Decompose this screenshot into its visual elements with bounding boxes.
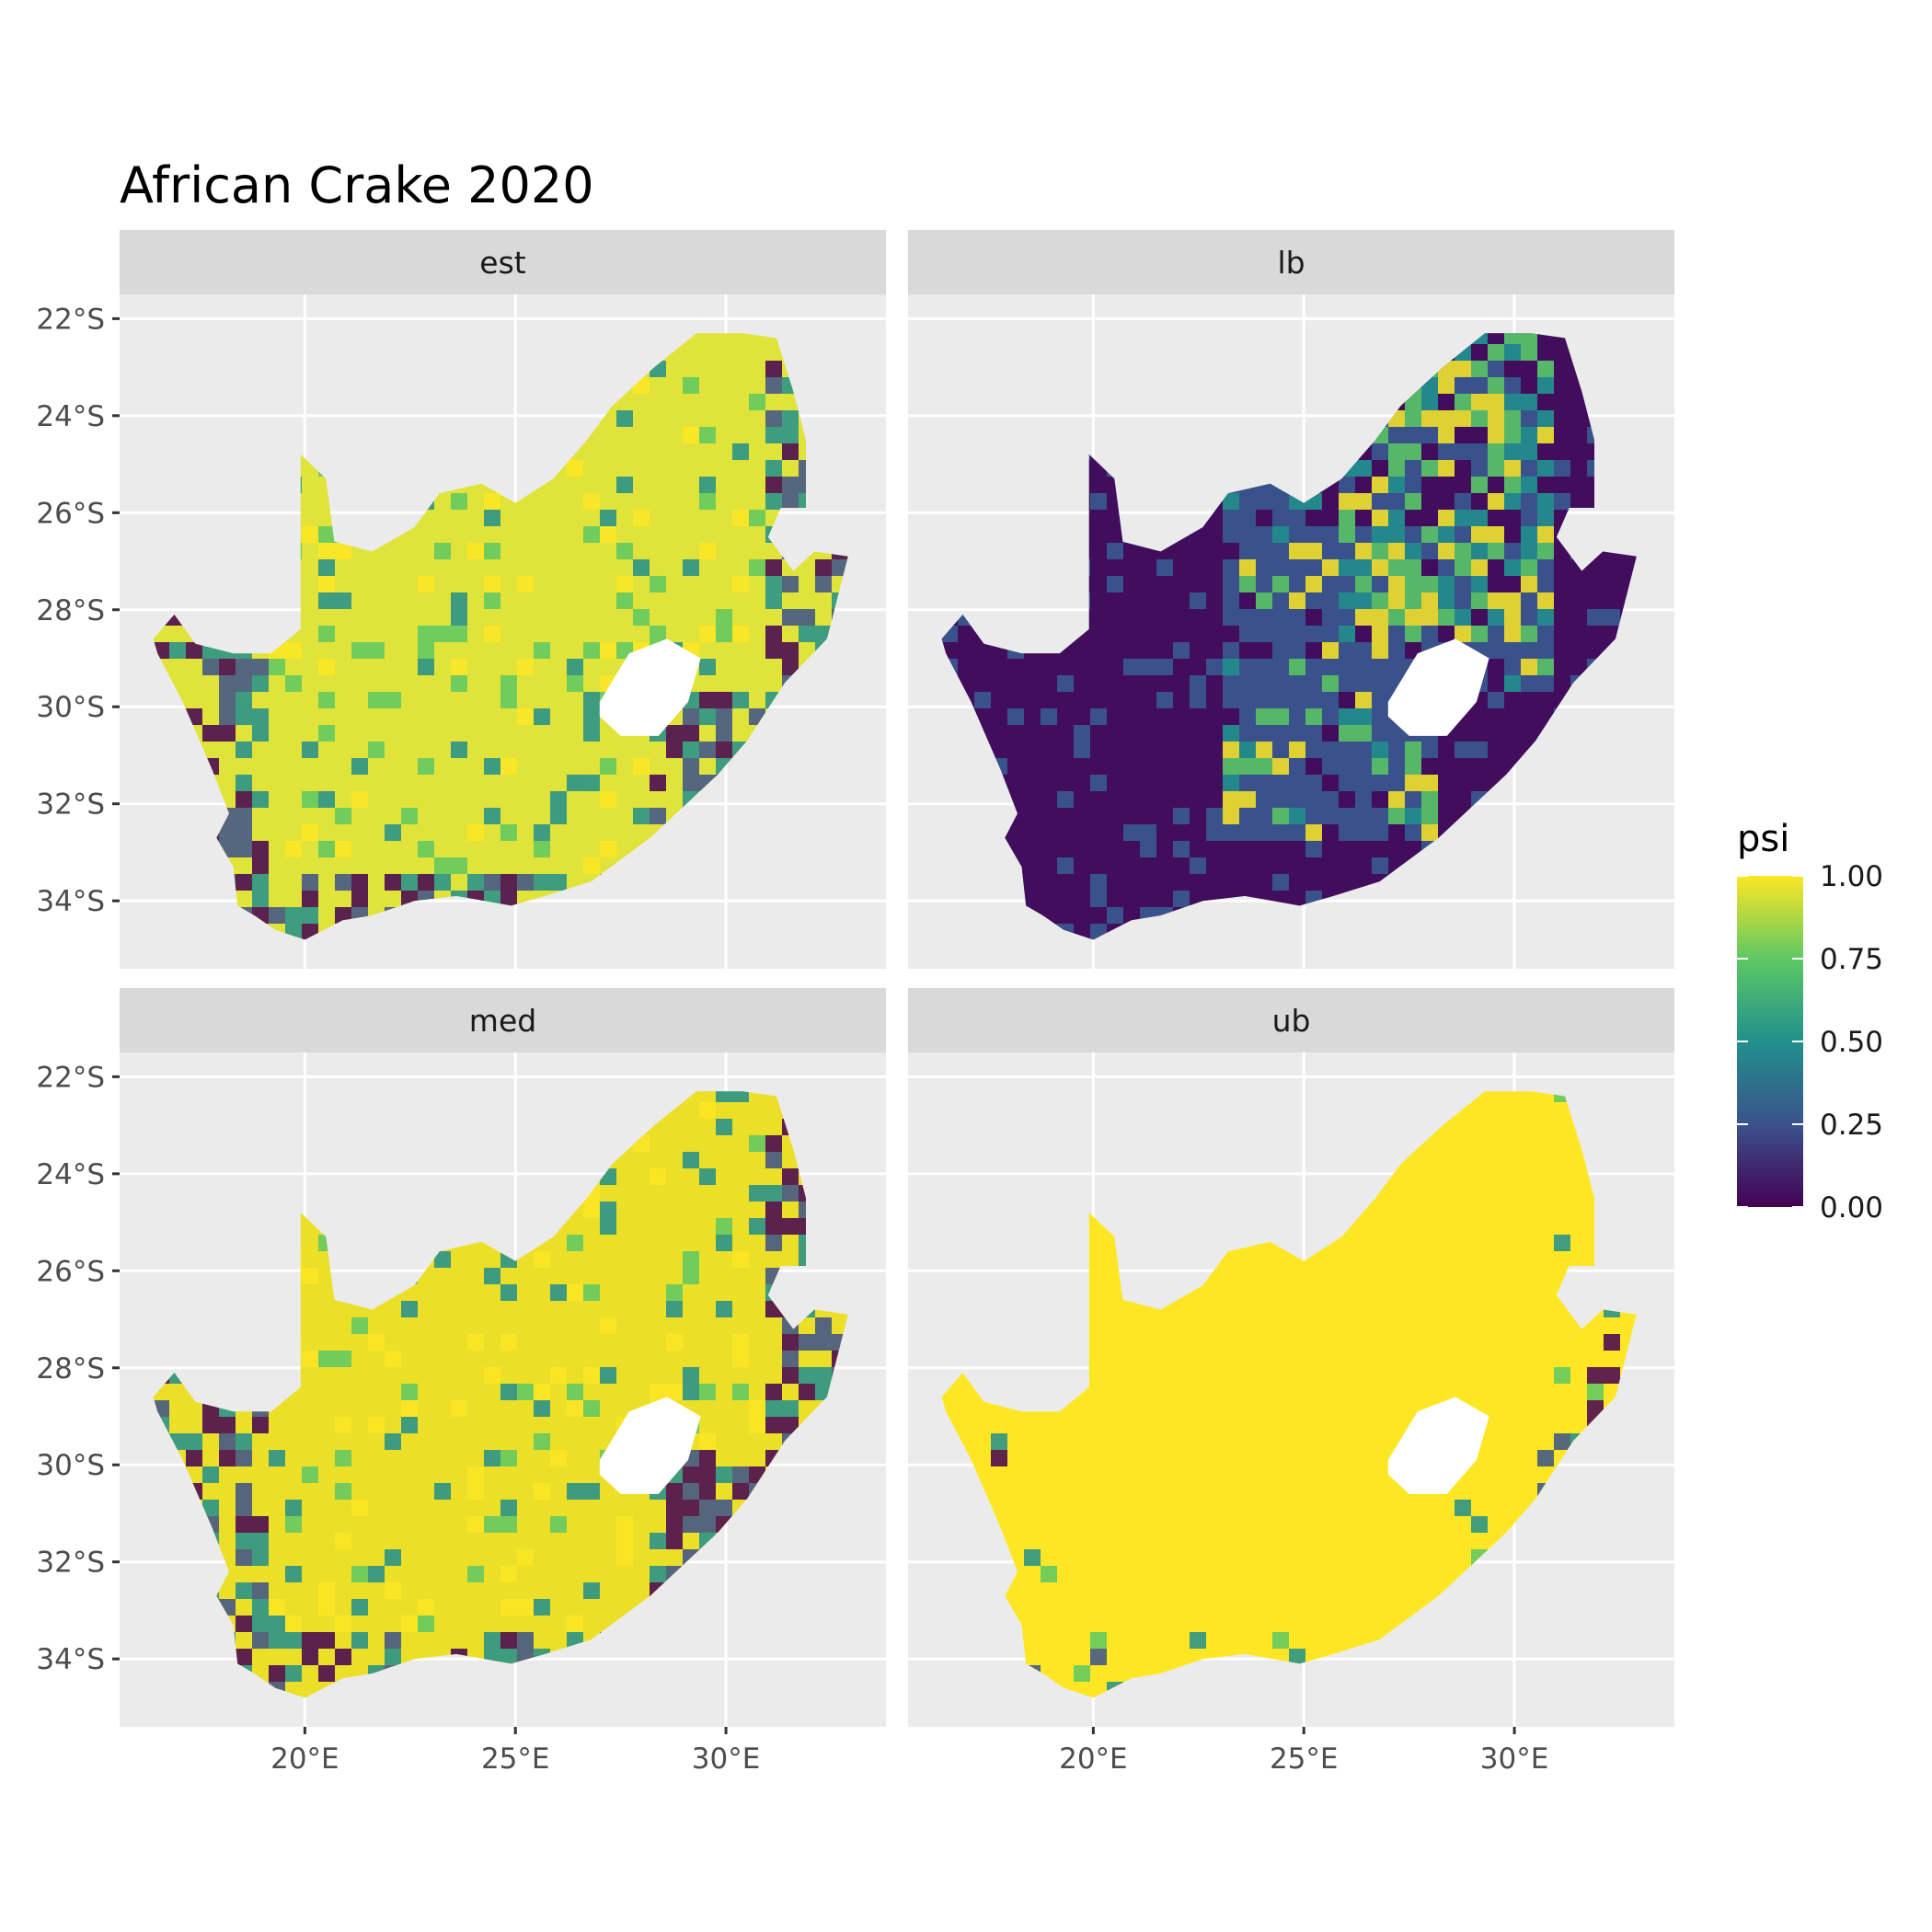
legend-label: 0.75 (1820, 943, 1883, 976)
y-tick-label: 34°S (36, 885, 105, 918)
legend-title: psi (1737, 818, 1789, 860)
legend-label: 0.00 (1820, 1191, 1883, 1225)
y-tick-label: 24°S (36, 1158, 105, 1191)
y-tick-label: 30°S (36, 1449, 105, 1482)
strip-label-lb: lb (1277, 245, 1305, 281)
x-tick-label: 20°E (1059, 1742, 1128, 1776)
y-tick-label: 24°S (36, 400, 105, 433)
strip-label-med: med (469, 1003, 536, 1039)
strip-label-est: est (479, 245, 525, 281)
y-tick-label: 26°S (36, 497, 105, 530)
lesotho-hole-med (599, 1397, 701, 1494)
x-tick-label: 25°E (481, 1742, 550, 1776)
y-tick-label: 32°S (36, 788, 105, 822)
strip-ub (908, 988, 1674, 1052)
lesotho-hole-est (599, 638, 701, 736)
y-tick-label: 22°S (36, 1061, 105, 1094)
y-tick-label: 28°S (36, 1352, 105, 1386)
lesotho-hole-ub (1387, 1397, 1489, 1494)
legend-label: 0.25 (1820, 1109, 1883, 1142)
chart-title: African Crake 2020 (120, 156, 594, 214)
panel-ub: ub (908, 988, 1674, 1727)
map-region-est (153, 333, 848, 940)
y-tick-label: 22°S (36, 303, 105, 336)
panel-med: med (120, 988, 886, 1727)
x-tick-label: 25°E (1270, 1742, 1339, 1776)
x-tick-label: 20°E (270, 1742, 339, 1776)
legend-label: 0.50 (1820, 1026, 1883, 1059)
panel-lb: lb (908, 230, 1674, 969)
y-tick-label: 32°S (36, 1547, 105, 1580)
x-tick-label: 30°E (1480, 1742, 1549, 1776)
strip-est (120, 230, 886, 294)
y-tick-label: 30°S (36, 691, 105, 724)
lesotho-hole-lb (1387, 638, 1489, 736)
x-tick-label: 30°E (692, 1742, 761, 1776)
legend-label: 1.00 (1820, 860, 1883, 893)
facet-panels: est lb med ub (120, 230, 1674, 1727)
y-tick-label: 28°S (36, 594, 105, 627)
strip-med (120, 988, 886, 1052)
strip-lb (908, 230, 1674, 294)
legend: psi 1.00 0.75 0.50 0.25 0.00 (1737, 818, 1883, 1225)
y-tick-label: 26°S (36, 1255, 105, 1288)
map-region-ub (941, 1091, 1637, 1698)
strip-label-ub: ub (1272, 1003, 1311, 1039)
panel-est: est (120, 230, 886, 969)
y-tick-label: 34°S (36, 1643, 105, 1676)
axes: 22°S 24°S 26°S 28°S 30°S 32°S 34°S 22°S 24°S 26°S… (36, 303, 1548, 1776)
